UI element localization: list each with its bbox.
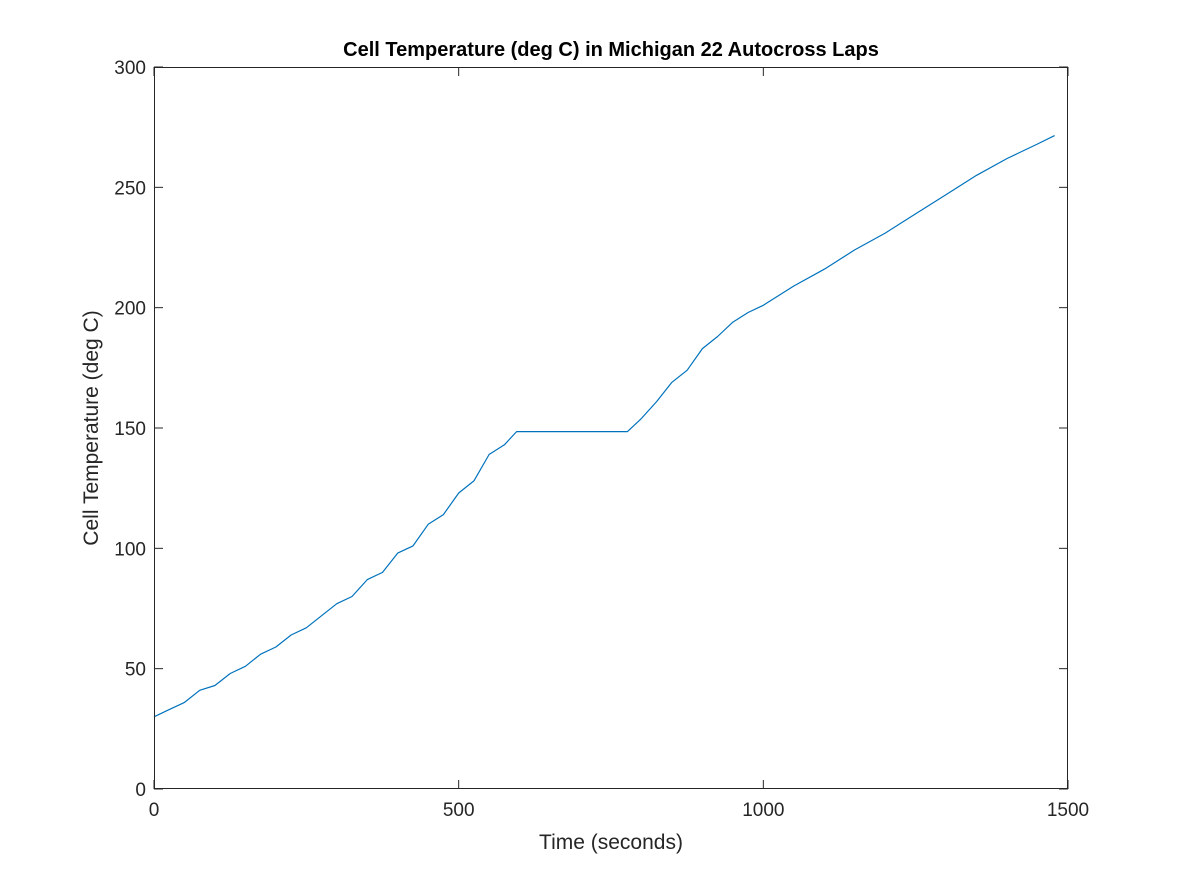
series-layer (153, 135, 1055, 718)
y-tick-label: 150 (114, 419, 146, 440)
plot-area (154, 67, 1068, 789)
y-tick-label: 200 (114, 299, 146, 320)
x-tick-label: 0 (149, 800, 160, 821)
series-line-0 (153, 135, 1055, 718)
x-tick-label: 1000 (742, 800, 784, 821)
y-tick-label: 0 (135, 780, 146, 801)
y-tick-label: 50 (125, 660, 146, 681)
y-tick-label: 300 (114, 58, 146, 79)
chart-title: Cell Temperature (deg C) in Michigan 22 … (343, 39, 879, 61)
y-tick-label: 250 (114, 178, 146, 199)
x-tick-label: 500 (443, 800, 475, 821)
y-tick-label: 100 (114, 539, 146, 560)
axes-box (154, 67, 1068, 789)
x-tick-label: 1500 (1047, 800, 1089, 821)
ticks-layer: 0 500 1000 1500 0 50 100 150 200 250 300 (114, 58, 1089, 821)
x-axis-label: Time (seconds) (539, 831, 683, 854)
y-axis-label: Cell Temperature (deg C) (80, 310, 103, 545)
